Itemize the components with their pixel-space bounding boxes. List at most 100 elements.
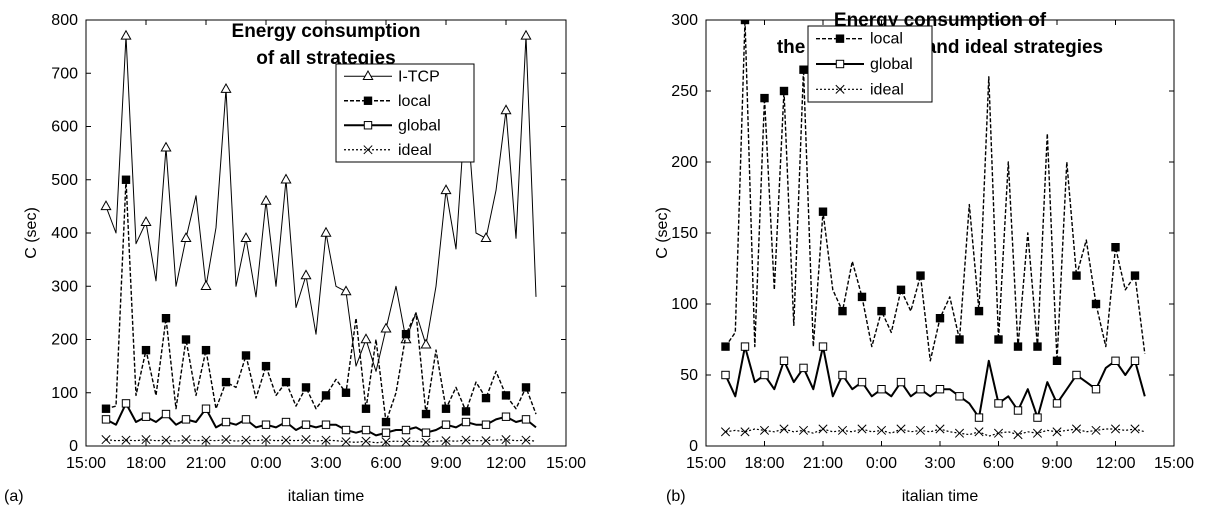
data-point-local [1130,271,1140,280]
data-point-ideal [915,425,926,435]
data-point-local [1072,271,1081,280]
x-tick-label: 18:00 [126,455,166,472]
data-point-global [181,415,191,424]
data-point-ideal [221,435,231,445]
data-point-local [481,393,491,403]
series-local [721,20,1146,365]
y-tick-label: 200 [671,154,698,171]
series-local [101,175,537,427]
legend: local global ideal [807,25,933,103]
series-global [101,399,537,437]
data-point-local [779,86,789,96]
data-point-i-tcp [440,184,452,195]
y-axis-label: C (sec) [654,207,671,259]
x-tick-label: 9:00 [430,455,461,472]
data-point-global [421,428,431,437]
data-point-ideal [201,435,211,445]
y-tick-label: 150 [671,225,698,242]
data-point-global [161,409,171,419]
chart-panel-b: 15:00 18:00 21:00 0:00 3:00 6:00 9:00 12:00 15:0… [654,10,1194,505]
data-point-ideal [521,435,531,445]
data-point-local [281,377,291,387]
y-tick-label: 0 [69,438,78,455]
x-tick-label: 12:00 [486,455,526,472]
x-tick-label: 3:00 [310,455,341,472]
data-point-global [916,385,925,394]
legend-label-local: local [398,93,431,110]
data-point-local [361,404,371,413]
data-point-local [261,361,271,371]
y-tick-label: 700 [51,65,78,82]
data-point-global [441,420,451,429]
series-line-local [105,179,537,423]
data-point-ideal [857,424,867,434]
data-point-ideal [301,435,311,445]
data-point-ideal [321,435,331,445]
x-tick-label: 15:00 [66,455,106,472]
data-point-i-tcp [200,280,212,290]
data-point-local [935,314,945,323]
data-point-global [101,415,111,424]
y-tick-label: 600 [51,119,78,136]
x-tick-label: 21:00 [803,455,843,472]
x-tick-label: 15:00 [1154,455,1194,472]
series-line-ideal [725,428,1145,437]
series-global [721,342,1146,422]
legend-marker-local [363,96,373,105]
data-point-ideal [954,428,965,438]
data-point-ideal [101,435,111,445]
data-point-global [721,370,730,380]
data-point-ideal [896,424,906,434]
data-point-global [779,356,789,366]
data-point-global [896,377,906,387]
data-point-i-tcp [280,173,292,184]
legend-label-global: global [870,56,913,73]
data-point-ideal [481,436,491,446]
data-point-local [1111,243,1120,252]
data-point-ideal [720,427,731,437]
y-tick-label: 500 [51,172,78,189]
data-point-global [799,363,808,373]
data-point-i-tcp [100,200,112,211]
data-point-global [481,420,491,429]
series-ideal [101,435,537,446]
data-point-local [1013,342,1023,351]
series-line-ideal [105,439,537,444]
data-point-ideal [181,435,191,445]
data-point-global [141,412,151,421]
data-point-local [181,335,191,344]
data-point-i-tcp [520,29,532,40]
series-line-global [105,402,537,437]
chart-panel-a: 15:00 18:00 21:00 0:00 3:00 6:00 9:00 12:00 15:0… [4,12,586,505]
data-point-i-tcp [160,141,172,152]
data-point-global [740,342,750,351]
x-tick-label: 0:00 [866,455,897,472]
data-point-local [818,207,828,216]
data-point-global [974,413,984,422]
data-point-i-tcp [360,333,372,344]
data-point-global [857,377,867,387]
data-point-global [994,399,1003,408]
data-point-local [241,351,251,360]
y-tick-label: 400 [51,225,78,242]
legend-label-i-tcp: I-TCP [398,68,440,85]
x-tick-label: 0:00 [250,455,281,472]
data-point-ideal [1130,424,1140,434]
data-point-global [1111,356,1120,366]
data-point-global [838,370,847,380]
legend-box [335,63,475,163]
data-point-global [1033,413,1042,422]
data-point-local [401,329,411,339]
data-point-i-tcp [240,232,252,243]
y-tick-label: 50 [680,367,698,384]
data-point-global [1130,356,1140,366]
legend-label-global: global [398,117,441,134]
data-point-local [221,377,231,387]
data-point-global [935,385,945,394]
data-point-global [501,412,511,421]
data-point-ideal [1091,425,1101,435]
data-point-local [994,335,1003,344]
data-point-i-tcp [420,338,432,349]
data-point-global [121,399,131,408]
data-point-local [721,342,730,351]
